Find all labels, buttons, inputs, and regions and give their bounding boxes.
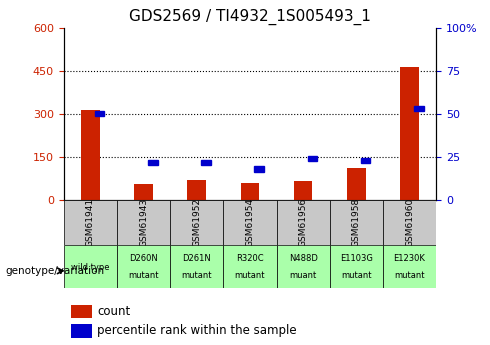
Text: mutant: mutant xyxy=(341,272,371,280)
Text: mutant: mutant xyxy=(181,272,212,280)
Bar xyxy=(117,245,170,288)
Text: GSM61943: GSM61943 xyxy=(139,198,148,247)
Text: muant: muant xyxy=(290,272,317,280)
Text: R320C: R320C xyxy=(236,254,264,263)
Bar xyxy=(308,156,317,161)
Bar xyxy=(223,245,276,288)
Text: E1103G: E1103G xyxy=(340,254,373,263)
Text: D261N: D261N xyxy=(182,254,211,263)
Bar xyxy=(148,159,158,165)
Bar xyxy=(64,245,117,288)
Text: wild type: wild type xyxy=(71,263,110,272)
Text: E1230K: E1230K xyxy=(393,254,425,263)
Text: percentile rank within the sample: percentile rank within the sample xyxy=(97,325,297,337)
Bar xyxy=(400,67,419,200)
Text: N488D: N488D xyxy=(289,254,318,263)
Text: D260N: D260N xyxy=(129,254,158,263)
Bar xyxy=(81,110,99,200)
Bar xyxy=(201,159,211,165)
Bar xyxy=(361,158,370,163)
Text: GSM61960: GSM61960 xyxy=(405,198,414,247)
Bar xyxy=(383,200,436,245)
Text: GSM61952: GSM61952 xyxy=(192,198,201,247)
Bar xyxy=(95,111,104,117)
Text: GSM61941: GSM61941 xyxy=(86,198,95,247)
Text: GSM61958: GSM61958 xyxy=(352,198,361,247)
Text: count: count xyxy=(97,305,130,318)
Bar xyxy=(330,245,383,288)
Title: GDS2569 / TI4932_1S005493_1: GDS2569 / TI4932_1S005493_1 xyxy=(129,9,371,25)
Text: mutant: mutant xyxy=(128,272,159,280)
Bar xyxy=(71,324,92,338)
Text: mutant: mutant xyxy=(394,272,425,280)
Bar xyxy=(276,200,330,245)
Bar xyxy=(383,245,436,288)
Text: genotype/variation: genotype/variation xyxy=(5,266,104,276)
Bar xyxy=(64,200,117,245)
Bar xyxy=(134,184,153,200)
Bar xyxy=(170,245,223,288)
Bar xyxy=(254,166,264,171)
Bar xyxy=(170,200,223,245)
Bar xyxy=(294,181,313,200)
Bar xyxy=(241,183,259,200)
Bar xyxy=(117,200,170,245)
Text: mutant: mutant xyxy=(235,272,265,280)
Bar xyxy=(71,305,92,318)
Text: GSM61956: GSM61956 xyxy=(298,198,308,247)
Bar xyxy=(347,168,366,200)
Bar xyxy=(276,245,330,288)
Bar xyxy=(330,200,383,245)
Bar xyxy=(414,106,423,111)
Bar xyxy=(223,200,276,245)
Text: GSM61954: GSM61954 xyxy=(245,198,254,247)
Bar xyxy=(187,180,206,200)
